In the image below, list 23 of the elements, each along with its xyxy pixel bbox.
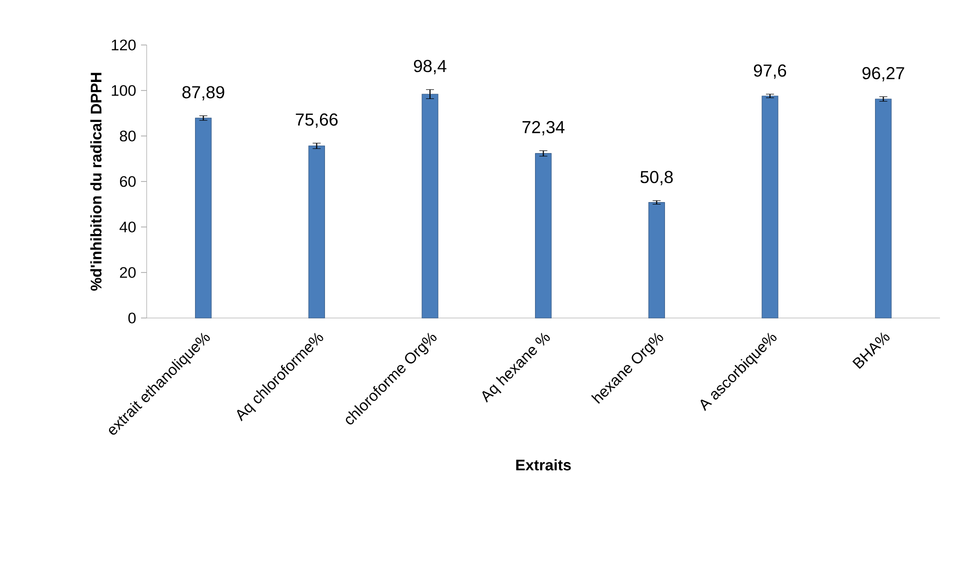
y-axis-title: %d'inhibition du radical DPPH [90, 72, 102, 291]
bar [308, 146, 325, 318]
bar [875, 98, 892, 318]
y-tick-label: 100 [112, 85, 136, 96]
y-tick-label: 60 [120, 176, 136, 187]
y-tick-label: 40 [120, 222, 136, 232]
data-label: 72,34 [522, 120, 565, 136]
data-label: 75,66 [296, 113, 338, 128]
bar [648, 202, 665, 318]
data-label: 96,27 [862, 67, 904, 82]
x-axis-title: Extraits [516, 459, 571, 470]
y-tick-label: 20 [120, 267, 136, 278]
bar [535, 153, 552, 318]
data-label: 97,6 [754, 64, 786, 79]
y-tick-label: 120 [112, 40, 136, 50]
data-label: 50,8 [640, 170, 673, 186]
data-label: 87,89 [182, 86, 224, 100]
y-tick-label: 80 [120, 130, 136, 142]
bar [422, 94, 438, 318]
y-tick-label: 0 [128, 312, 136, 324]
data-label: 98,4 [414, 60, 446, 74]
bar [195, 118, 212, 318]
bar [762, 96, 778, 318]
